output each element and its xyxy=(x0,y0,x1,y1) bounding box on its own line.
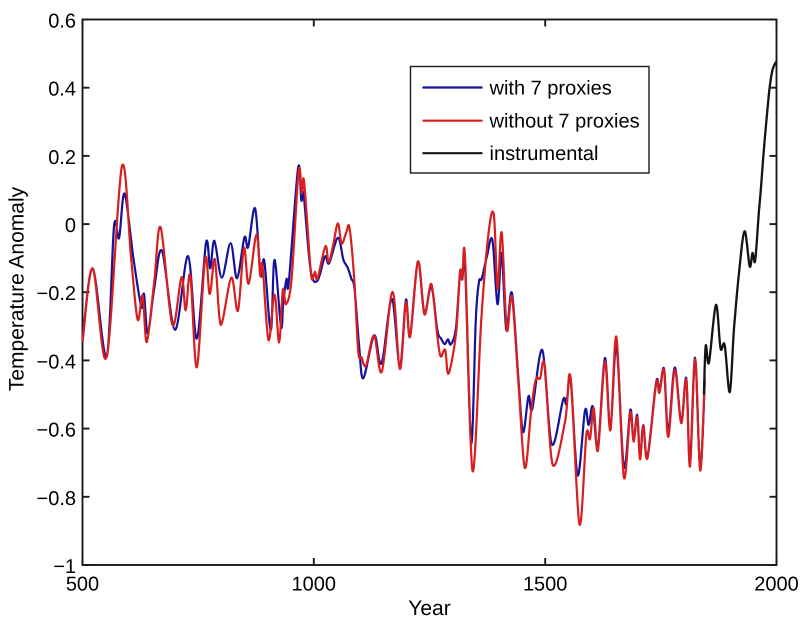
svg-text:−0.2: −0.2 xyxy=(37,283,76,305)
svg-text:500: 500 xyxy=(66,574,99,596)
svg-text:1500: 1500 xyxy=(523,574,568,596)
svg-text:1000: 1000 xyxy=(292,574,337,596)
svg-text:with 7 proxies: with 7 proxies xyxy=(489,78,612,100)
svg-text:0: 0 xyxy=(65,215,76,237)
svg-text:0.2: 0.2 xyxy=(48,147,76,169)
svg-text:without 7 proxies: without 7 proxies xyxy=(489,111,640,133)
svg-text:instrumental: instrumental xyxy=(490,143,599,165)
svg-text:0.6: 0.6 xyxy=(48,11,76,33)
svg-text:0.4: 0.4 xyxy=(48,79,76,101)
svg-text:−1: −1 xyxy=(53,556,76,578)
svg-text:Temperature Anomaly: Temperature Anomaly xyxy=(6,186,29,391)
svg-text:2000: 2000 xyxy=(754,574,799,596)
svg-text:−0.4: −0.4 xyxy=(37,351,76,373)
svg-text:−0.8: −0.8 xyxy=(37,488,76,510)
svg-text:−0.6: −0.6 xyxy=(37,420,76,442)
svg-text:Year: Year xyxy=(408,597,450,620)
